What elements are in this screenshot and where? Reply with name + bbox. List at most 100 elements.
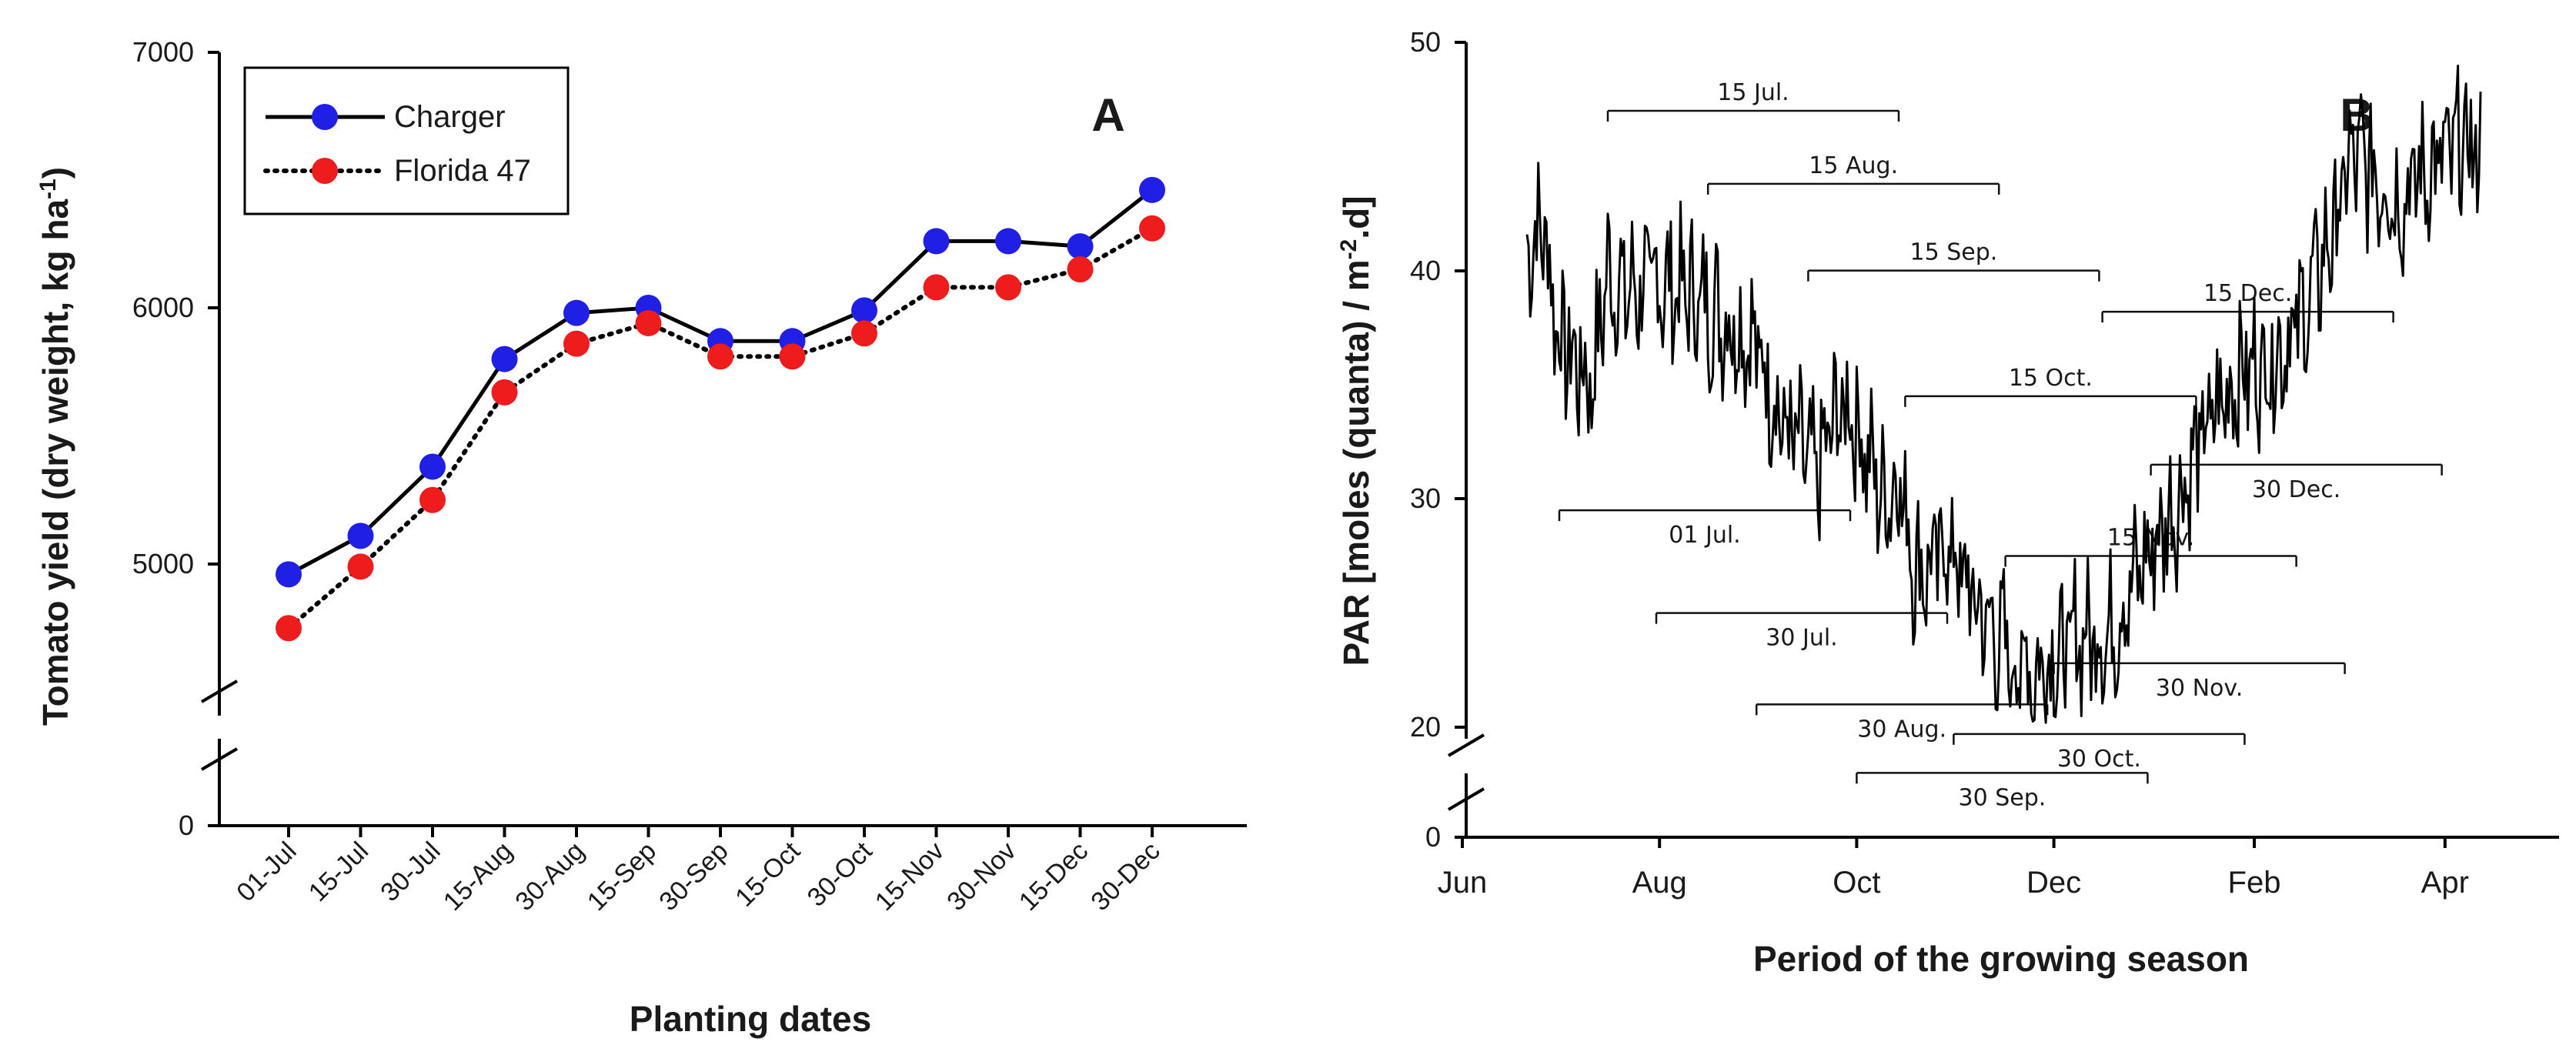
panel-a-y-tick-label: 0 <box>179 810 194 841</box>
planting-window-label: 15 Oct. <box>2009 365 2093 392</box>
panel-a-x-axis-title: Planting dates <box>630 999 871 1039</box>
panel-b-y-tick-label: 30 <box>1410 482 1441 514</box>
planting-window-label: 15 Aug. <box>1809 152 1898 179</box>
legend-charger-label: Charger <box>394 100 506 134</box>
data-point-charger <box>347 522 374 549</box>
panel-b-y-axis-title: PAR [moles (quanta) / m-2.d] <box>1336 195 1377 666</box>
panel-b-x-tick-label: Apr <box>2421 866 2469 900</box>
panel-a-x-tick-label: 01-Jul <box>231 836 302 907</box>
panel-a-y-axis-title: Tomato yield (dry weight, kg ha-1) <box>35 167 76 726</box>
data-point-florida-47 <box>635 309 662 336</box>
data-point-charger <box>1067 233 1094 260</box>
panel-a-x-tick-label: 15-Nov <box>870 836 950 916</box>
panel-b-planting-windows: 15 Jul. 15 Aug. 15 Sep. 15 Dec. 15 Oct. 30 De… <box>1558 79 2443 811</box>
data-point-charger <box>276 561 302 588</box>
panel-a-x-tick-label: 30-Sep <box>653 836 733 916</box>
series-line-charger <box>287 188 1154 576</box>
panel-a-legend: Charger Florida 47 <box>243 66 570 215</box>
data-point-florida-47 <box>347 553 374 580</box>
panel-a-x-tick-label: 30-Aug <box>510 836 590 916</box>
data-point-florida-47 <box>563 330 590 357</box>
panel-a-y-tick-label: 7000 <box>132 36 194 68</box>
data-point-charger <box>491 346 518 372</box>
planting-window-label: 30 Sep. <box>1959 784 2046 811</box>
panel-b-x-ticks: Jun Aug Oct Dec Feb Apr <box>1438 837 2469 900</box>
panel-b-y-tick-label: 40 <box>1410 255 1441 286</box>
data-point-florida-47 <box>1067 256 1094 283</box>
planting-window: 15 Aug. <box>1706 152 2000 195</box>
panel-b-x-axis-title: Period of the growing season <box>1753 939 2249 979</box>
planting-window-label: 15 Dec. <box>2203 280 2292 307</box>
legend-florida-label: Florida 47 <box>394 154 531 188</box>
planting-window-label: 30 Aug. <box>1857 716 1946 743</box>
data-point-florida-47 <box>707 343 733 370</box>
data-point-florida-47 <box>276 615 302 642</box>
panel-a-x-tick-label: 30-Nov <box>941 836 1021 916</box>
data-point-charger <box>1139 176 1165 203</box>
planting-window-label: 15 Jul. <box>1717 79 1789 106</box>
planting-window-label: 15 Sep. <box>1910 239 1998 266</box>
panel-a-x-tick-label: 15-Aug <box>438 836 518 916</box>
planting-window-label: 01 Jul. <box>1669 522 1740 549</box>
planting-window: 30 Aug. <box>1755 703 2049 743</box>
panel-a-x-tick-label: 15-Oct <box>730 836 806 912</box>
legend-box <box>243 66 570 215</box>
par-daily-line <box>1525 65 2482 724</box>
panel-a-chart: 7000 6000 5000 0 Tomato yield (dry weigh… <box>35 36 1247 1039</box>
planting-window: 30 Sep. <box>1856 772 2149 811</box>
planting-window: 01 Jul. <box>1558 509 1852 549</box>
panel-b-x-tick-label: Oct <box>1833 866 1880 900</box>
legend-florida-marker <box>312 158 338 184</box>
panel-a-x-ticks: 01-Jul 15-Jul 30-Jul15-Aug30-Aug15-Sep30-S… <box>231 826 1166 916</box>
panel-a-y-tick-label: 6000 <box>132 292 194 323</box>
panel-a-label: A <box>1091 89 1124 141</box>
panel-b-axis-break-mark <box>1447 733 1485 757</box>
planting-window-label: 30 Dec. <box>2252 476 2340 503</box>
panel-b-chart: 50 40 30 20 0 PAR [moles (quanta) / m-2.… <box>1336 26 2559 979</box>
panel-a-x-tick-label: 30-Oct <box>802 836 878 912</box>
series-line-florida-47 <box>286 225 1154 631</box>
planting-window: 30 Oct. <box>1953 733 2246 773</box>
planting-window-label: 30 Jul. <box>1766 625 1837 652</box>
planting-window: 15 Sep. <box>1807 239 2100 282</box>
panel-b-series <box>1525 65 2482 724</box>
panel-a-y-tick-label: 5000 <box>132 548 194 579</box>
panel-b-y-tick-label: 0 <box>1425 821 1441 853</box>
legend-charger-marker <box>312 104 338 130</box>
panel-b-x-tick-label: Jun <box>1438 866 1488 900</box>
panel-b-x-tick-label: Feb <box>2228 866 2281 900</box>
data-point-charger <box>851 297 877 324</box>
planting-window-label: 30 Oct. <box>2057 746 2141 773</box>
panel-a-axis-break-mark <box>200 679 239 703</box>
panel-b-y-tick-label: 50 <box>1410 26 1441 58</box>
data-point-florida-47 <box>1139 215 1165 242</box>
panel-a-x-tick-label: 30-Jul <box>375 836 446 907</box>
planting-window: 30 Jul. <box>1655 612 1949 652</box>
panel-b-y-tick-label: 20 <box>1410 711 1441 743</box>
data-point-charger <box>995 228 1021 255</box>
data-point-florida-47 <box>923 274 950 301</box>
panel-b-x-tick-label: Dec <box>2026 866 2081 900</box>
panel-a-x-tick-label: 15-Sep <box>582 836 662 916</box>
planting-window-label: 30 Nov. <box>2156 675 2243 702</box>
panel-a-x-tick-label: 30-Dec <box>1085 836 1165 916</box>
panel-a-axis-break-mark <box>200 747 239 771</box>
data-point-florida-47 <box>779 343 806 370</box>
planting-window: 30 Dec. <box>2150 463 2443 503</box>
panel-b-x-tick-label: Aug <box>1632 866 1687 900</box>
planting-window: 15 Dec. <box>2101 280 2394 323</box>
panel-a-x-tick-label: 15-Dec <box>1014 836 1094 916</box>
data-point-florida-47 <box>419 486 446 513</box>
data-point-charger <box>923 228 950 255</box>
planting-window: 15 Jul. <box>1606 79 1900 122</box>
data-point-florida-47 <box>491 379 518 406</box>
panel-b-axis-break-mark <box>1447 787 1485 811</box>
data-point-charger <box>563 299 590 326</box>
data-point-florida-47 <box>995 274 1021 301</box>
data-point-charger <box>419 453 446 480</box>
panel-a-series <box>276 176 1165 642</box>
planting-window: 15 Oct. <box>1904 365 2197 407</box>
panel-a-x-tick-label: 15-Jul <box>303 836 374 907</box>
data-point-florida-47 <box>851 320 877 347</box>
